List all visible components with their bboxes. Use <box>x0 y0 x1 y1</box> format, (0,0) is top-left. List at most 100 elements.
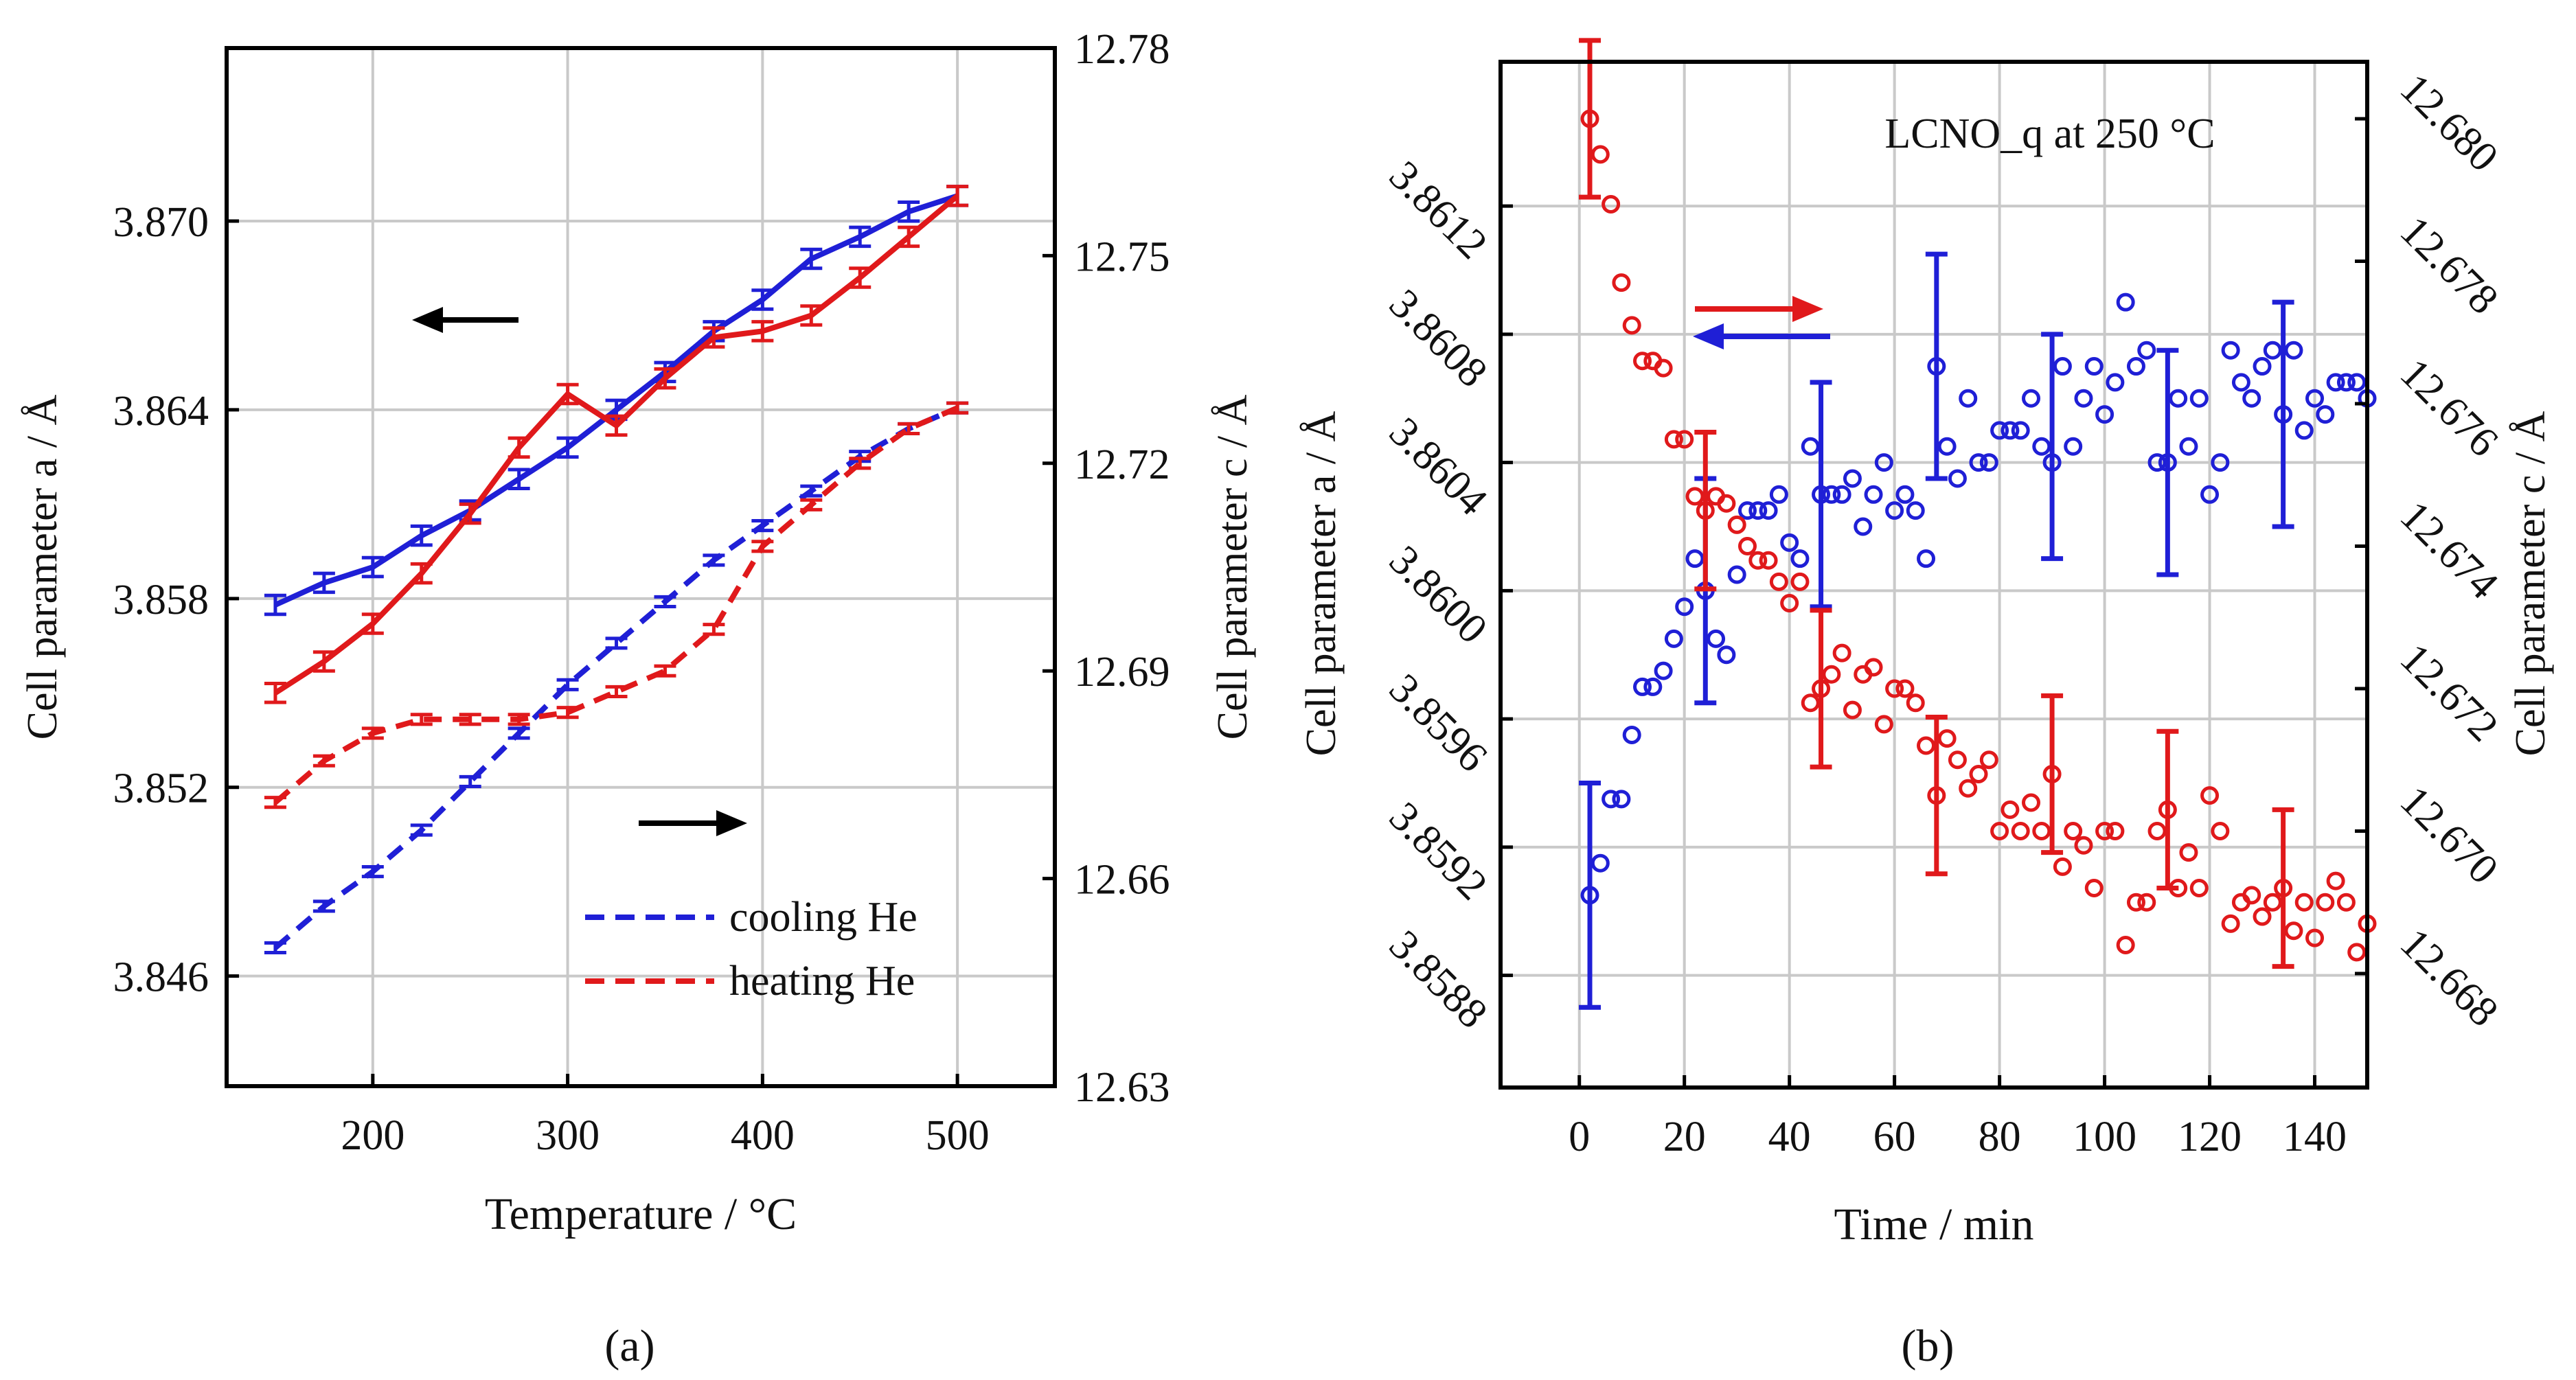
chart-a-y-tick-label-right: 12.75 <box>1074 233 1170 280</box>
chart-b-point-a <box>1937 437 1957 456</box>
chart-b-y-tick-label-right: 12.676 <box>2391 350 2507 466</box>
chart-a-y-tick-label-left: 3.864 <box>113 388 209 435</box>
chart-b-y-tick-label-right: 12.680 <box>2391 65 2507 181</box>
chart-a-arrow-left <box>412 307 518 333</box>
chart-a-point-a-heating <box>459 502 481 525</box>
chart-b-point-a <box>1664 629 1683 648</box>
chart-b-point-c <box>2347 943 2367 962</box>
chart-b-point-a <box>2284 341 2303 360</box>
chart-b-y-axis-label-left: Cell parameter a / Å <box>1298 411 1345 756</box>
chart-a-y-tick-label-right: 12.69 <box>1074 649 1170 695</box>
chart-b-axes: 0 20 40 60 80 100 120 140 3.8588 3.8592 3.8596 3.86… <box>1380 65 2507 1160</box>
chart-a-point-a-heating <box>751 320 774 343</box>
chart-a-point-c-heating <box>751 540 774 553</box>
chart-b-point-c <box>1727 515 1746 534</box>
chart-b-y-tick-label-left: 3.8604 <box>1380 409 1496 525</box>
chart-b-point-c <box>1979 750 1998 770</box>
chart-b-point-c <box>2116 936 2135 954</box>
chart-b-point-a <box>2336 373 2356 392</box>
chart-b-point-c <box>2316 893 2335 912</box>
chart-b-y-tick-label-left: 3.8600 <box>1380 537 1496 653</box>
chart-b-y-tick-label-right: 12.670 <box>2391 777 2507 893</box>
chart-b-point-c <box>1612 273 1631 292</box>
chart-b-point-c <box>2189 879 2209 897</box>
chart-a-y-axis-label-left: Cell parameter a / Å <box>19 394 66 739</box>
chart-b-point-a <box>1654 661 1673 680</box>
chart-b-point-a <box>2064 437 2083 456</box>
chart-b-point-c <box>2106 822 2125 840</box>
chart-a-point-a-cooling <box>508 468 530 490</box>
chart-b-errorbar-a <box>1579 780 1602 1010</box>
chart-b-errorbar-c <box>2041 693 2064 855</box>
chart-b-point-c <box>2294 893 2314 912</box>
chart-b-errorbar-c <box>1579 38 1602 200</box>
chart-a-point-a-cooling <box>898 200 920 223</box>
chart-b-x-tick-label: 40 <box>1768 1114 1811 1160</box>
chart-b-point-a <box>2011 421 2030 440</box>
chart-a: 200 300 400 500 3.846 3.852 3.858 3.864 3.870 12.… <box>19 26 1256 1371</box>
chart-a-point-a-cooling <box>800 247 823 271</box>
chart-b-point-a <box>2326 373 2345 392</box>
chart-b-series <box>1579 38 2377 1010</box>
chart-b-point-a <box>1801 437 1820 456</box>
chart-b-point-a <box>1864 485 1883 504</box>
chart-b-point-a <box>1959 389 1978 408</box>
chart-a-legend: cooling He heating He <box>585 894 917 1004</box>
chart-a-x-axis-label: Temperature / °C <box>485 1189 797 1239</box>
chart-b-point-a <box>2169 389 2188 408</box>
chart-b-y-tick-label-right: 12.674 <box>2391 492 2507 608</box>
chart-a-point-c-heating <box>312 754 335 768</box>
chart-a-series-line-c-cooling <box>273 405 959 950</box>
chart-b-x-tick-label: 0 <box>1569 1114 1590 1160</box>
chart-b-y-tick-label-left: 3.8612 <box>1380 152 1496 268</box>
chart-b-point-a <box>1685 549 1705 568</box>
chart-b-point-a <box>1727 565 1746 584</box>
legend-label-cooling: cooling He <box>729 894 917 941</box>
chart-b-point-a <box>1633 677 1652 696</box>
chart-a-point-c-heating <box>946 401 969 415</box>
chart-b-errorbar-c <box>1694 430 1717 592</box>
chart-b-point-c <box>1790 572 1810 591</box>
chart-b-point-a <box>1780 533 1799 552</box>
chart-b-point-a <box>2001 421 2020 440</box>
chart-b-point-c <box>1864 658 1883 677</box>
chart-b-errorbar-c <box>1810 608 1832 770</box>
chart-b-point-a <box>1906 501 1925 520</box>
chart-a-point-c-cooling <box>800 484 823 498</box>
chart-b-y-tick-label-right: 12.672 <box>2391 635 2507 751</box>
chart-a-point-c-heating <box>800 498 823 511</box>
chart-b-point-a <box>1707 629 1726 648</box>
chart-b-point-c <box>1906 693 1925 713</box>
chart-a-point-c-heating <box>410 713 433 726</box>
chart-b-point-a <box>1990 421 2009 440</box>
chart-b-point-a <box>2106 373 2125 392</box>
chart-a-point-a-heating <box>898 225 920 249</box>
chart-a-point-a-heating <box>703 326 725 349</box>
chart-b-errorbar-a <box>1925 251 1948 481</box>
chart-a-point-c-cooling <box>312 899 335 913</box>
chart-b-point-a <box>2211 453 2230 472</box>
chart-a-point-c-cooling <box>605 636 628 650</box>
chart-b-point-a <box>1895 485 1915 504</box>
chart-b-point-a <box>1622 725 1641 744</box>
chart-b-x-tick-label: 20 <box>1663 1114 1706 1160</box>
panel-label-a: (a) <box>604 1321 654 1371</box>
chart-b-y-tick-label-left: 3.8592 <box>1380 793 1496 909</box>
chart-a-point-c-cooling <box>508 726 530 740</box>
chart-b-point-c <box>2032 822 2051 840</box>
chart-a-x-tick-label: 400 <box>731 1112 795 1159</box>
chart-a-point-c-heating <box>361 726 384 740</box>
panel-label-b: (b) <box>1902 1321 1954 1371</box>
chart-b-point-c <box>2095 822 2115 840</box>
chart-b-point-a <box>2221 341 2240 360</box>
chart-b-point-a <box>2263 341 2282 360</box>
chart-b-errorbar-c <box>2272 807 2294 969</box>
chart-b-point-c <box>1990 822 2009 840</box>
chart-b-point-c <box>1591 145 1610 164</box>
chart-b-point-c <box>1602 195 1621 214</box>
chart-a-y-axis-label-right: Cell parameter c / Å <box>1209 394 1256 739</box>
chart-b-point-a <box>1748 501 1768 520</box>
chart-b-point-c <box>1717 494 1736 513</box>
chart-a-y-tick-label-right: 12.72 <box>1074 441 1170 488</box>
chart-b-point-c <box>2336 893 2356 912</box>
